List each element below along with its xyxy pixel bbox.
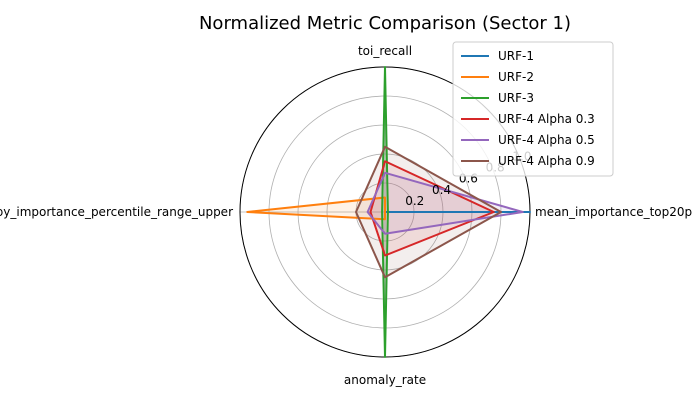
axis-label-0: mean_importance_top20p (535, 205, 692, 219)
chart-title: Normalized Metric Comparison (Sector 1) (199, 13, 571, 34)
series-line-1 (246, 196, 386, 221)
series-line-5 (355, 145, 502, 279)
legend-label-1: URF-2 (498, 70, 534, 84)
legend-box (452, 41, 614, 177)
rtick-label-1: 0.4 (432, 183, 451, 197)
series-line-3 (369, 160, 495, 257)
legend-label-0: URF-1 (498, 49, 534, 63)
series-layer (246, 66, 531, 358)
axis-label-1: toi_recall (358, 44, 412, 58)
legend-label-4: URF-4 Alpha 0.5 (498, 133, 595, 147)
series-line-4 (366, 171, 524, 235)
series-line-2 (381, 66, 389, 358)
legend-label-2: URF-3 (498, 91, 534, 105)
rtick-label-0: 0.2 (405, 194, 424, 208)
axis-labels: mean_importance_top20p toi_recall top_10p_… (0, 44, 692, 387)
legend-label-3: URF-4 Alpha 0.3 (498, 112, 595, 126)
legend-label-5: URF-4 Alpha 0.9 (498, 154, 595, 168)
axis-label-3: anomaly_rate (344, 373, 426, 387)
series-fill-4 (367, 172, 523, 234)
axis-label-2: top_10p_by_importance_percentile_range_u… (0, 205, 233, 219)
legend: URF-1 URF-2 URF-3 URF-4 Alpha 0.3 URF-4 Alph… (452, 41, 614, 177)
